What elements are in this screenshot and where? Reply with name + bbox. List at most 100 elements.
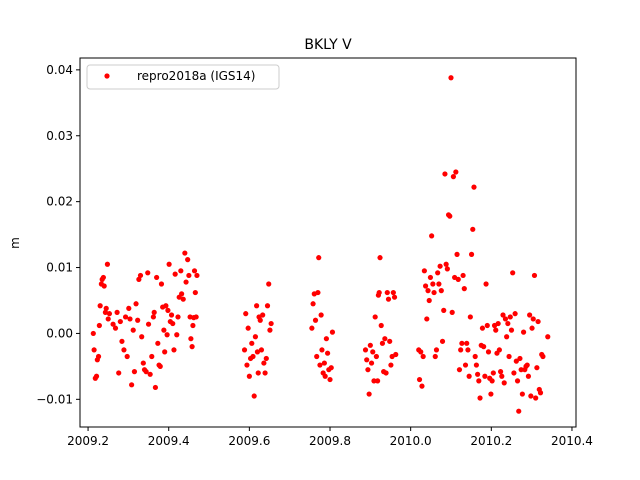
y-tick-label: −0.01 <box>36 392 73 406</box>
data-point <box>424 316 430 322</box>
data-point <box>468 251 475 257</box>
data-point <box>485 349 492 355</box>
data-point <box>455 276 461 282</box>
data-point <box>104 261 111 267</box>
data-point <box>479 325 486 331</box>
data-point <box>97 303 103 309</box>
data-point <box>430 281 436 287</box>
data-point <box>439 338 446 344</box>
data-point <box>496 347 502 353</box>
data-point <box>252 334 259 340</box>
data-point <box>133 301 139 307</box>
plot-frame <box>79 57 577 428</box>
data-point <box>383 370 389 376</box>
data-point <box>473 362 479 368</box>
data-point <box>377 255 383 261</box>
data-point <box>484 322 490 329</box>
x-tick-label: 2009.4 <box>148 434 190 448</box>
data-point <box>90 330 96 337</box>
data-point <box>154 274 160 281</box>
x-tick-label: 2009.6 <box>228 434 270 448</box>
data-point <box>385 296 392 302</box>
data-point <box>459 340 465 346</box>
data-point <box>373 353 379 360</box>
data-point <box>387 338 393 344</box>
x-tick-label: 2009.2 <box>67 434 109 448</box>
data-point <box>119 338 125 344</box>
data-point <box>364 357 370 363</box>
data-point <box>370 349 376 355</box>
data-point <box>190 322 196 329</box>
data-point <box>433 347 440 353</box>
data-point <box>362 347 369 353</box>
data-point <box>490 370 496 376</box>
y-tick-label: 0.00 <box>46 326 73 340</box>
data-point <box>255 370 261 376</box>
data-point <box>513 358 519 364</box>
data-point <box>162 349 168 355</box>
data-point <box>507 314 513 320</box>
data-point <box>194 272 200 279</box>
data-point <box>368 360 375 366</box>
data-point <box>508 327 515 333</box>
y-tick-label: 0.03 <box>46 129 73 143</box>
data-point <box>390 289 396 296</box>
data-point <box>511 370 517 376</box>
data-point <box>140 360 146 366</box>
data-point <box>266 281 272 287</box>
data-points <box>90 75 551 414</box>
data-point <box>501 380 507 386</box>
data-point <box>149 353 155 360</box>
data-point <box>129 382 135 388</box>
y-tick-label: 0.04 <box>46 63 73 77</box>
data-point <box>310 301 316 307</box>
data-point <box>165 307 171 313</box>
data-point <box>518 367 524 373</box>
data-point <box>314 353 320 360</box>
data-point <box>312 317 319 323</box>
y-tick-label: 0.01 <box>46 261 73 275</box>
data-point <box>145 321 152 327</box>
data-point <box>325 350 331 356</box>
data-point <box>465 347 471 353</box>
data-point <box>112 325 119 331</box>
data-point <box>437 263 443 269</box>
data-point <box>143 369 149 375</box>
x-tick-label: 2010.4 <box>551 434 593 448</box>
data-point <box>535 318 541 325</box>
x-tick-label: 2010.0 <box>390 434 432 448</box>
data-point <box>321 360 327 366</box>
data-point <box>318 312 324 318</box>
data-point <box>470 226 476 232</box>
data-point <box>431 289 437 296</box>
data-point <box>124 353 130 360</box>
data-point <box>442 171 448 177</box>
axis-ticks: 2009.2 2009.4 2009.6 2009.8 2010.0 2010.2 2010… <box>36 63 593 448</box>
x-tick-label: 2009.8 <box>309 434 351 448</box>
data-point <box>182 250 188 256</box>
data-point <box>416 376 423 383</box>
data-point <box>114 309 120 315</box>
data-point <box>309 325 315 331</box>
data-point <box>447 213 453 219</box>
data-point <box>179 291 185 297</box>
data-point <box>319 347 325 353</box>
data-point <box>366 391 372 397</box>
data-point <box>519 391 525 397</box>
data-point <box>174 332 180 338</box>
data-point <box>103 305 109 311</box>
legend-marker <box>104 73 110 79</box>
data-point <box>131 369 138 375</box>
data-point <box>371 378 377 384</box>
data-point <box>531 272 538 279</box>
data-point <box>158 281 165 287</box>
data-point <box>254 349 261 355</box>
data-point <box>161 327 167 333</box>
data-point <box>540 353 546 360</box>
data-point <box>384 289 390 296</box>
data-point <box>257 317 263 323</box>
data-point <box>191 268 198 274</box>
data-point <box>328 365 334 371</box>
data-point <box>101 283 107 289</box>
